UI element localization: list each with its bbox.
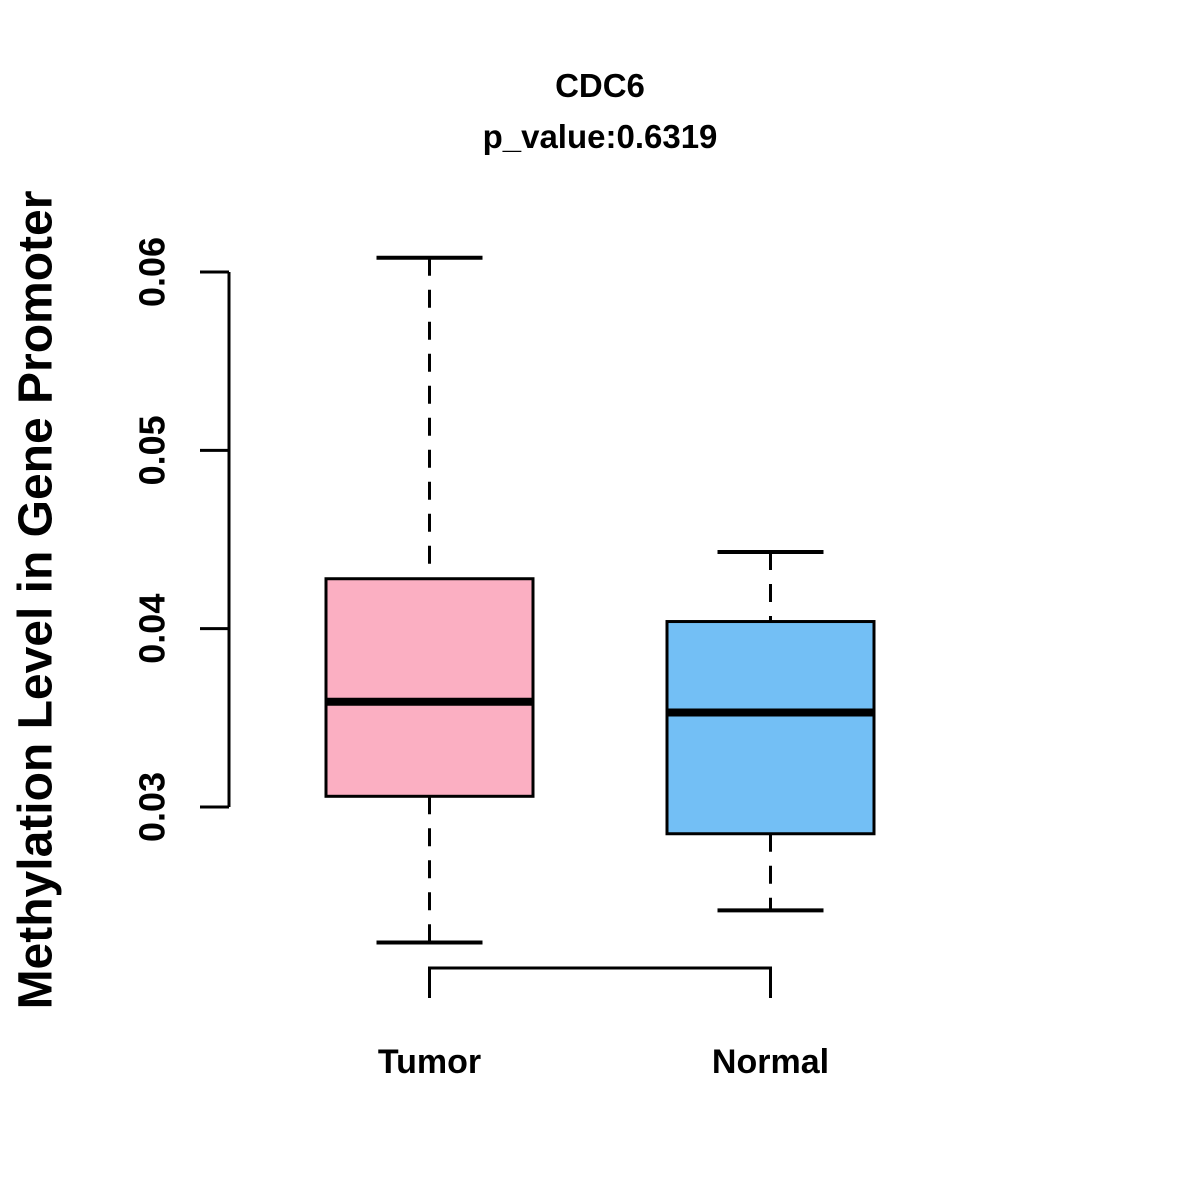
tumor-box <box>324 577 535 798</box>
y-axis-tick-label: 0.04 <box>132 594 173 664</box>
chart-title: CDC6 <box>555 67 645 104</box>
x-axis-label-normal: Normal <box>712 1043 829 1081</box>
y-axis-tick-label: 0.03 <box>132 772 173 842</box>
x-axis-label-tumor: Tumor <box>378 1043 481 1081</box>
chart-subtitle: p_value:0.6319 <box>482 118 718 155</box>
y-axis-tick-label: 0.06 <box>132 237 173 307</box>
y-axis-tick-label: 0.05 <box>132 415 173 485</box>
group-comparison-bracket <box>428 966 772 998</box>
normal-box <box>665 620 876 836</box>
